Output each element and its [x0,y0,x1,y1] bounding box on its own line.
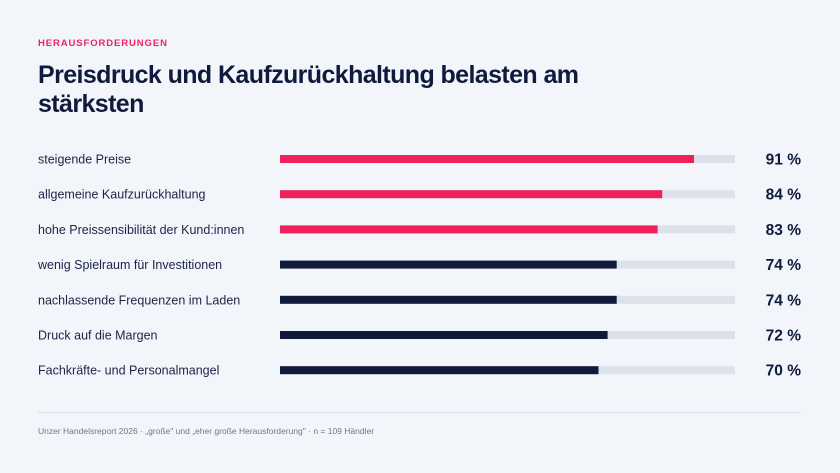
category-label: hohe Preissensibilität der Kund:innen [38,223,244,237]
chart-row: allgemeine Kaufzurückhaltung 84 % [38,187,801,204]
source-note: Unzer Handelsreport 2026 · „große" und „… [38,426,375,436]
value-label: 84 % [766,187,802,204]
value-label: 83 % [766,222,802,239]
chart-row: wenig Spielraum für Investitionen 74 % [37,257,801,274]
chart-row: nachlassende Frequenzen im Laden 74 % [38,292,801,309]
category-label: steigende Preise [38,153,131,167]
chart-row: Druck auf die Margen 72 % [38,328,801,345]
value-label: 72 % [766,328,802,345]
category-label: Fachkräfte- und Personalmangel [38,364,219,378]
category-label: Druck auf die Margen [38,329,158,343]
chart-row: Fachkräfte- und Personalmangel 70 % [38,363,801,380]
value-label: 74 % [766,257,802,274]
bar [280,260,617,269]
chart-row: steigende Preise 91 % [38,152,801,169]
bar [280,331,608,339]
bar [280,295,617,304]
bar [280,366,599,375]
category-label: wenig Spielraum für Investitionen [37,258,222,272]
chart-row: hohe Preissensibilität der Kund:innen 83 … [38,222,801,239]
value-label: 70 % [766,363,802,380]
chart-title: Preisdruck und Kaufzurückhaltung belaste… [38,61,579,118]
category-label: allgemeine Kaufzurückhaltung [38,188,206,202]
bar [280,225,658,234]
section-eyebrow: HERAUSFORDERUNGEN [38,38,168,49]
footer-divider [38,412,801,413]
bar [280,155,695,163]
category-label: nachlassende Frequenzen im Laden [38,293,240,307]
bar [280,190,663,199]
value-label: 91 % [766,152,802,169]
value-label: 74 % [766,292,802,309]
